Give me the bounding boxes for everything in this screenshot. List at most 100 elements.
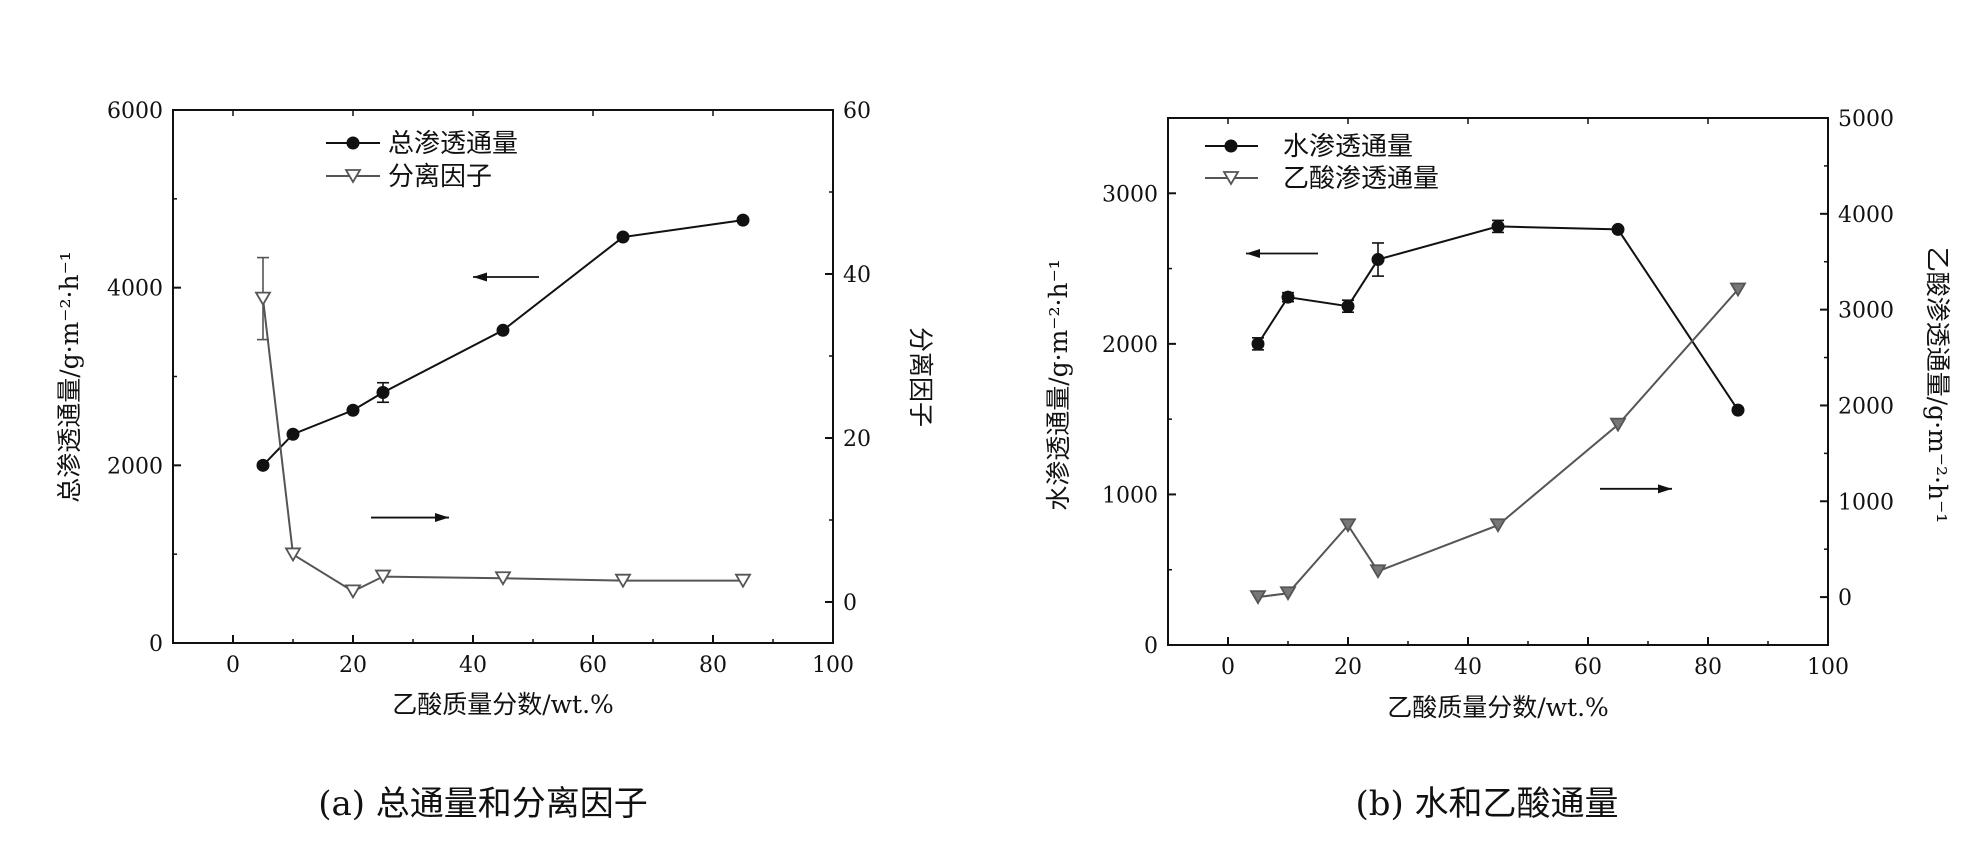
legend-acetic-flux-marker [1222,171,1240,186]
panel-a-legend: 总渗透通量 分离因子 [326,129,518,192]
left-y-tick-label: 0 [149,632,163,657]
legend-water-flux-marker [1224,139,1238,153]
x-tick-label: 80 [699,653,727,678]
data-point-circle [1491,219,1505,233]
x-tick-label: 80 [1694,655,1722,680]
data-point-circle [286,427,300,441]
data-point-triangle [1609,417,1627,433]
axis-arrow-right [371,513,449,523]
panel-b-legend: 水渗透通量 乙酸渗透通量 [1205,132,1439,194]
left-y-tick-label: 1000 [1102,483,1158,508]
data-point-triangle [1489,518,1507,534]
right-y-tick-label: 3000 [1838,299,1894,324]
axis-arrow-left [1246,249,1318,259]
panel-a: 0 20 40 60 80 100 0 2000 4000 6000 0 20 40 60 总渗透通量… [55,99,935,719]
panel-b-right-y-ticks: 0 1000 2000 3000 4000 5000 [1820,107,1894,611]
series-line-primary [262,219,744,467]
x-tick-label: 40 [459,653,487,678]
data-point-triangle [1279,586,1297,602]
data-point-circle [1251,337,1265,351]
axis-arrow-head [1246,249,1260,259]
caption-a: (a) 总通量和分离因子 [318,784,648,824]
panel-b-x-ticks: 0 20 40 60 80 100 [1221,118,1849,680]
right-y-tick-label: 0 [843,591,857,616]
axis-arrow-left [473,272,539,282]
axis-arrow-right [1600,484,1672,494]
panel-a-right-y-ticks: 0 20 40 60 [825,99,871,616]
x-tick-label: 0 [1221,655,1235,680]
data-point-triangle [734,573,752,589]
left-y-tick-label: 2000 [107,454,163,479]
data-point-circle [616,230,630,244]
series-line-secondary [262,298,743,593]
data-point-triangle [614,573,632,589]
data-point-triangle [344,584,362,600]
x-tick-label: 20 [339,653,367,678]
series-line-primary [1257,225,1739,411]
right-y-tick-label: 40 [843,263,871,288]
data-point-triangle [374,569,392,585]
x-tick-label: 60 [579,653,607,678]
panel-a-series [254,213,752,600]
left-y-tick-label: 3000 [1102,182,1158,207]
x-tick-label: 100 [1807,655,1849,680]
data-point-circle [1731,403,1745,417]
data-point-triangle [1369,564,1387,580]
panel-a-right-y-axis-title: 分离因子 [906,327,935,427]
axis-arrow-head [1658,484,1672,494]
panel-b-series [1249,219,1747,605]
data-point-triangle [1339,518,1357,534]
right-y-tick-label: 5000 [1838,107,1894,132]
panel-a-x-ticks: 0 20 40 60 80 100 [226,110,854,678]
axis-arrow-head [473,272,487,282]
data-point-circle [1611,222,1625,236]
right-y-tick-label: 1000 [1838,490,1894,515]
data-point-triangle [254,291,272,307]
legend-total-flux-marker [346,136,360,150]
panel-b-right-y-axis-title: 乙酸渗透通量/g·m⁻²·h⁻¹ [1923,247,1952,524]
data-point-triangle [494,571,512,587]
x-tick-label: 0 [226,653,240,678]
data-point-circle [1281,290,1295,304]
x-tick-label: 40 [1454,655,1482,680]
legend-separation-factor-marker [344,169,362,184]
left-y-tick-label: 4000 [107,277,163,302]
data-point-triangle [1729,282,1747,298]
data-point-circle [1371,253,1385,267]
panel-a-left-y-ticks: 0 2000 4000 6000 [107,99,181,657]
data-point-triangle [284,547,302,563]
x-tick-label: 20 [1334,655,1362,680]
legend-total-flux-label: 总渗透通量 [388,129,518,159]
right-y-tick-label: 0 [1838,586,1852,611]
left-y-tick-label: 0 [1144,634,1158,659]
x-tick-label: 60 [1574,655,1602,680]
legend-separation-factor-label: 分离因子 [388,162,492,192]
data-point-circle [256,458,270,472]
axis-arrow-head [435,513,449,523]
right-y-tick-label: 20 [843,427,871,452]
right-y-tick-label: 2000 [1838,394,1894,419]
right-y-tick-label: 60 [843,99,871,124]
data-point-circle [376,385,390,399]
panel-b-left-y-axis-title: 水渗透通量/g·m⁻²·h⁻¹ [1044,259,1073,511]
panel-b-plot-frame [1167,117,1829,646]
data-point-circle [346,403,360,417]
x-tick-label: 100 [812,653,854,678]
panel-b-annotations [1246,249,1672,494]
left-y-tick-label: 2000 [1102,333,1158,358]
data-point-triangle [1249,590,1267,605]
panel-a-x-axis-title: 乙酸质量分数/wt.% [392,690,614,719]
legend-water-flux-label: 水渗透通量 [1283,132,1413,162]
panel-a-annotations [371,272,539,523]
right-y-tick-label: 4000 [1838,203,1894,228]
left-y-tick-label: 6000 [107,99,163,124]
data-point-circle [496,323,510,337]
panel-b-x-axis-title: 乙酸质量分数/wt.% [1387,693,1609,722]
panel-b: 0 20 40 60 80 100 0 1000 2000 3000 0 1000 2000 3000… [1044,107,1952,722]
legend-acetic-flux-label: 乙酸渗透通量 [1283,164,1439,194]
caption-b: (b) 水和乙酸通量 [1355,784,1618,824]
panel-b-left-y-ticks: 0 1000 2000 3000 [1102,182,1176,659]
panel-a-left-y-axis-title: 总渗透通量/g·m⁻²·h⁻¹ [55,251,84,503]
data-point-circle [736,213,750,227]
